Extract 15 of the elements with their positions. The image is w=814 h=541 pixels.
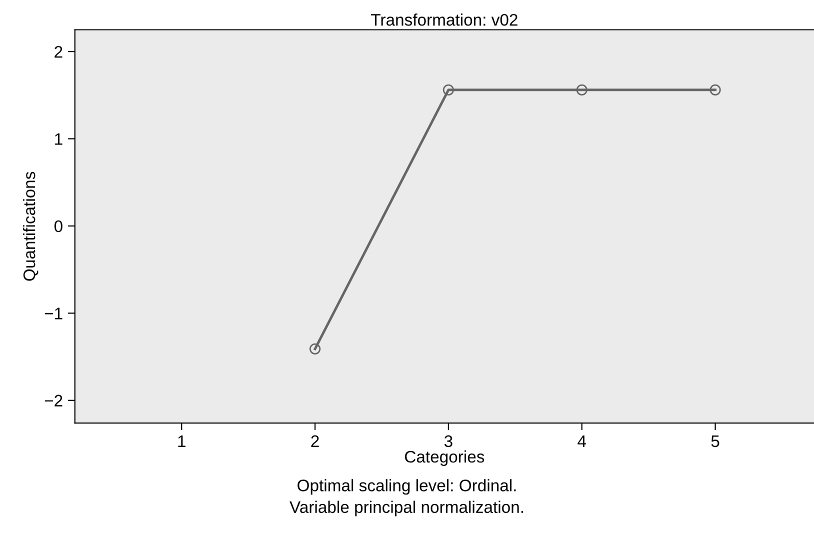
y-axis-title: Quantifications	[22, 172, 38, 281]
x-axis-title: Categories	[404, 450, 484, 466]
chart-title: Transformation: v02	[371, 14, 518, 26]
y-tick-label: −1	[44, 308, 62, 320]
text: Variable principal normalization.	[290, 500, 523, 516]
y-tick-label: −2	[44, 394, 62, 406]
x-tick-label: 1	[178, 435, 186, 447]
x-tick-label: 3	[444, 435, 452, 448]
x-tick-label: 4	[578, 435, 586, 447]
y-tick-label: 2	[54, 46, 62, 58]
y-tick-label: 0	[54, 220, 62, 232]
x-tick-label: 5	[711, 435, 720, 448]
y-tick-label: 1	[55, 133, 62, 145]
text: Optimal scaling level: Ordinal.	[298, 479, 516, 495]
x-tick-label: 2	[311, 435, 319, 447]
